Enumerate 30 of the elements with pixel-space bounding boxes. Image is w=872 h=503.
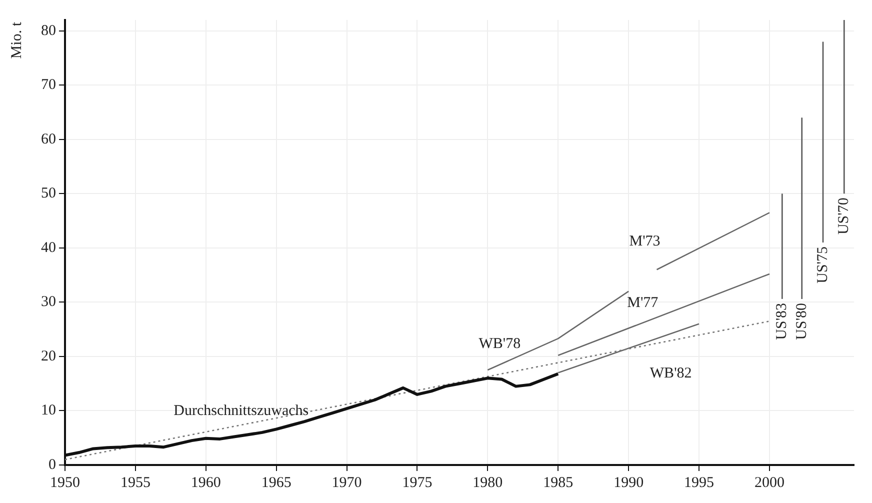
series-label: WB'82 xyxy=(650,366,692,382)
x-tick-label: 1990 xyxy=(614,474,644,491)
x-tick-label: 1980 xyxy=(472,474,503,491)
x-tick-label: 1965 xyxy=(261,474,292,491)
y-tick-label: 60 xyxy=(41,131,56,148)
y-tick-label: 10 xyxy=(41,402,56,419)
y-tick-label: 70 xyxy=(41,77,56,94)
text: US'70 xyxy=(836,198,852,235)
y-tick-label: 20 xyxy=(41,348,56,364)
x-tick-label: 1960 xyxy=(190,474,221,491)
series-label: WB'78 xyxy=(478,336,521,352)
x-tick-label: 1985 xyxy=(543,474,574,491)
x-tick-label: 1955 xyxy=(120,474,150,491)
series-label: M'77 xyxy=(627,294,659,311)
x-tick-label: 1970 xyxy=(332,474,362,491)
y-axis-title: Mio. t xyxy=(8,21,25,59)
series-label: M'73 xyxy=(629,234,660,250)
x-tick-label: 1975 xyxy=(402,474,432,491)
x-tick-label: 1950 xyxy=(50,474,80,491)
y-tick-label: 30 xyxy=(41,294,56,310)
y-tick-label: 40 xyxy=(41,240,56,256)
y-tick-label: 50 xyxy=(41,186,56,202)
x-tick-label: 2000 xyxy=(754,474,784,491)
y-tick-label: 80 xyxy=(41,22,56,39)
text: US'75 xyxy=(814,246,831,284)
x-tick-label: 1995 xyxy=(684,474,714,491)
series-label: Durchschnittszuwachs xyxy=(174,402,309,419)
text: US'83 xyxy=(774,302,790,340)
text: US'80 xyxy=(794,302,810,340)
y-tick-label: 0 xyxy=(48,456,56,473)
